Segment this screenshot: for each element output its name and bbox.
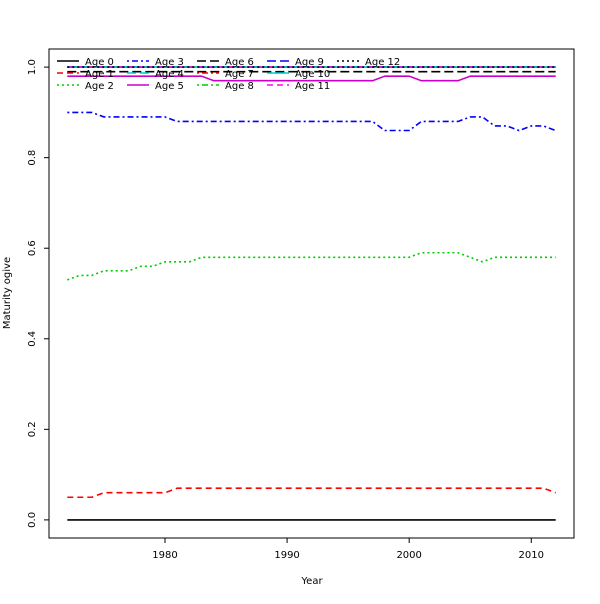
series-line-age-1: [67, 487, 556, 499]
legend-label: Age 0: [85, 57, 114, 68]
x-axis: 1980 1990 2000 2010: [152, 538, 544, 561]
legend-label: Age 12: [365, 57, 400, 68]
series-line-age-5: [67, 75, 556, 82]
series-layer: [67, 66, 556, 521]
legend-label: Age 9: [295, 57, 324, 68]
legend-label: Age 2: [85, 81, 114, 92]
legend-label: Age 3: [155, 57, 184, 68]
y-tick-label: 1.0: [27, 59, 38, 75]
legend-label: Age 6: [225, 57, 254, 68]
legend-label: Age 1: [85, 69, 114, 80]
series-line-age-3: [67, 111, 556, 132]
plot-frame: [48, 48, 575, 539]
y-tick-label: 0.0: [27, 512, 38, 528]
x-tick-label: 1980: [152, 550, 177, 561]
x-tick-label: 2010: [519, 550, 544, 561]
y-tick-label: 0.6: [27, 240, 38, 256]
y-axis: 0.0 0.2 0.4 0.6 0.8 1.0: [27, 59, 49, 528]
legend-label: Age 8: [225, 81, 254, 92]
y-tick-label: 0.4: [27, 331, 38, 347]
x-tick-label: 2000: [396, 550, 421, 561]
legend-label: Age 4: [155, 69, 184, 80]
y-tick-label: 0.2: [27, 421, 38, 437]
legend-label: Age 7: [225, 69, 254, 80]
x-axis-label: Year: [300, 576, 323, 587]
y-axis-label: Maturity ogive: [2, 257, 13, 329]
legend-label: Age 10: [295, 69, 330, 80]
legend-label: Age 11: [295, 81, 330, 92]
legend-label: Age 5: [155, 81, 184, 92]
x-tick-label: 1990: [274, 550, 299, 561]
y-tick-label: 0.8: [27, 150, 38, 166]
